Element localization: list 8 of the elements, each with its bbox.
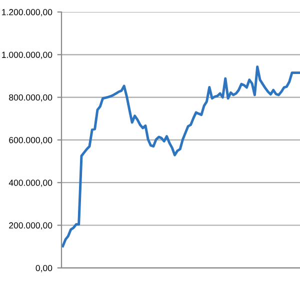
y-tick-label: 400.000,00 (8, 180, 52, 187)
y-tick-label: 1.000.000,00 (2, 52, 52, 59)
y-tick-label: 800.000,00 (9, 94, 52, 102)
line-series (62, 66, 300, 248)
y-tick-label: 1.200.000,00 (2, 9, 52, 16)
y-tick-label: 200.000,00 (9, 222, 52, 230)
y-tick-label: 0,00 (36, 264, 52, 272)
y-tick-label: 600.000,00 (9, 137, 52, 144)
